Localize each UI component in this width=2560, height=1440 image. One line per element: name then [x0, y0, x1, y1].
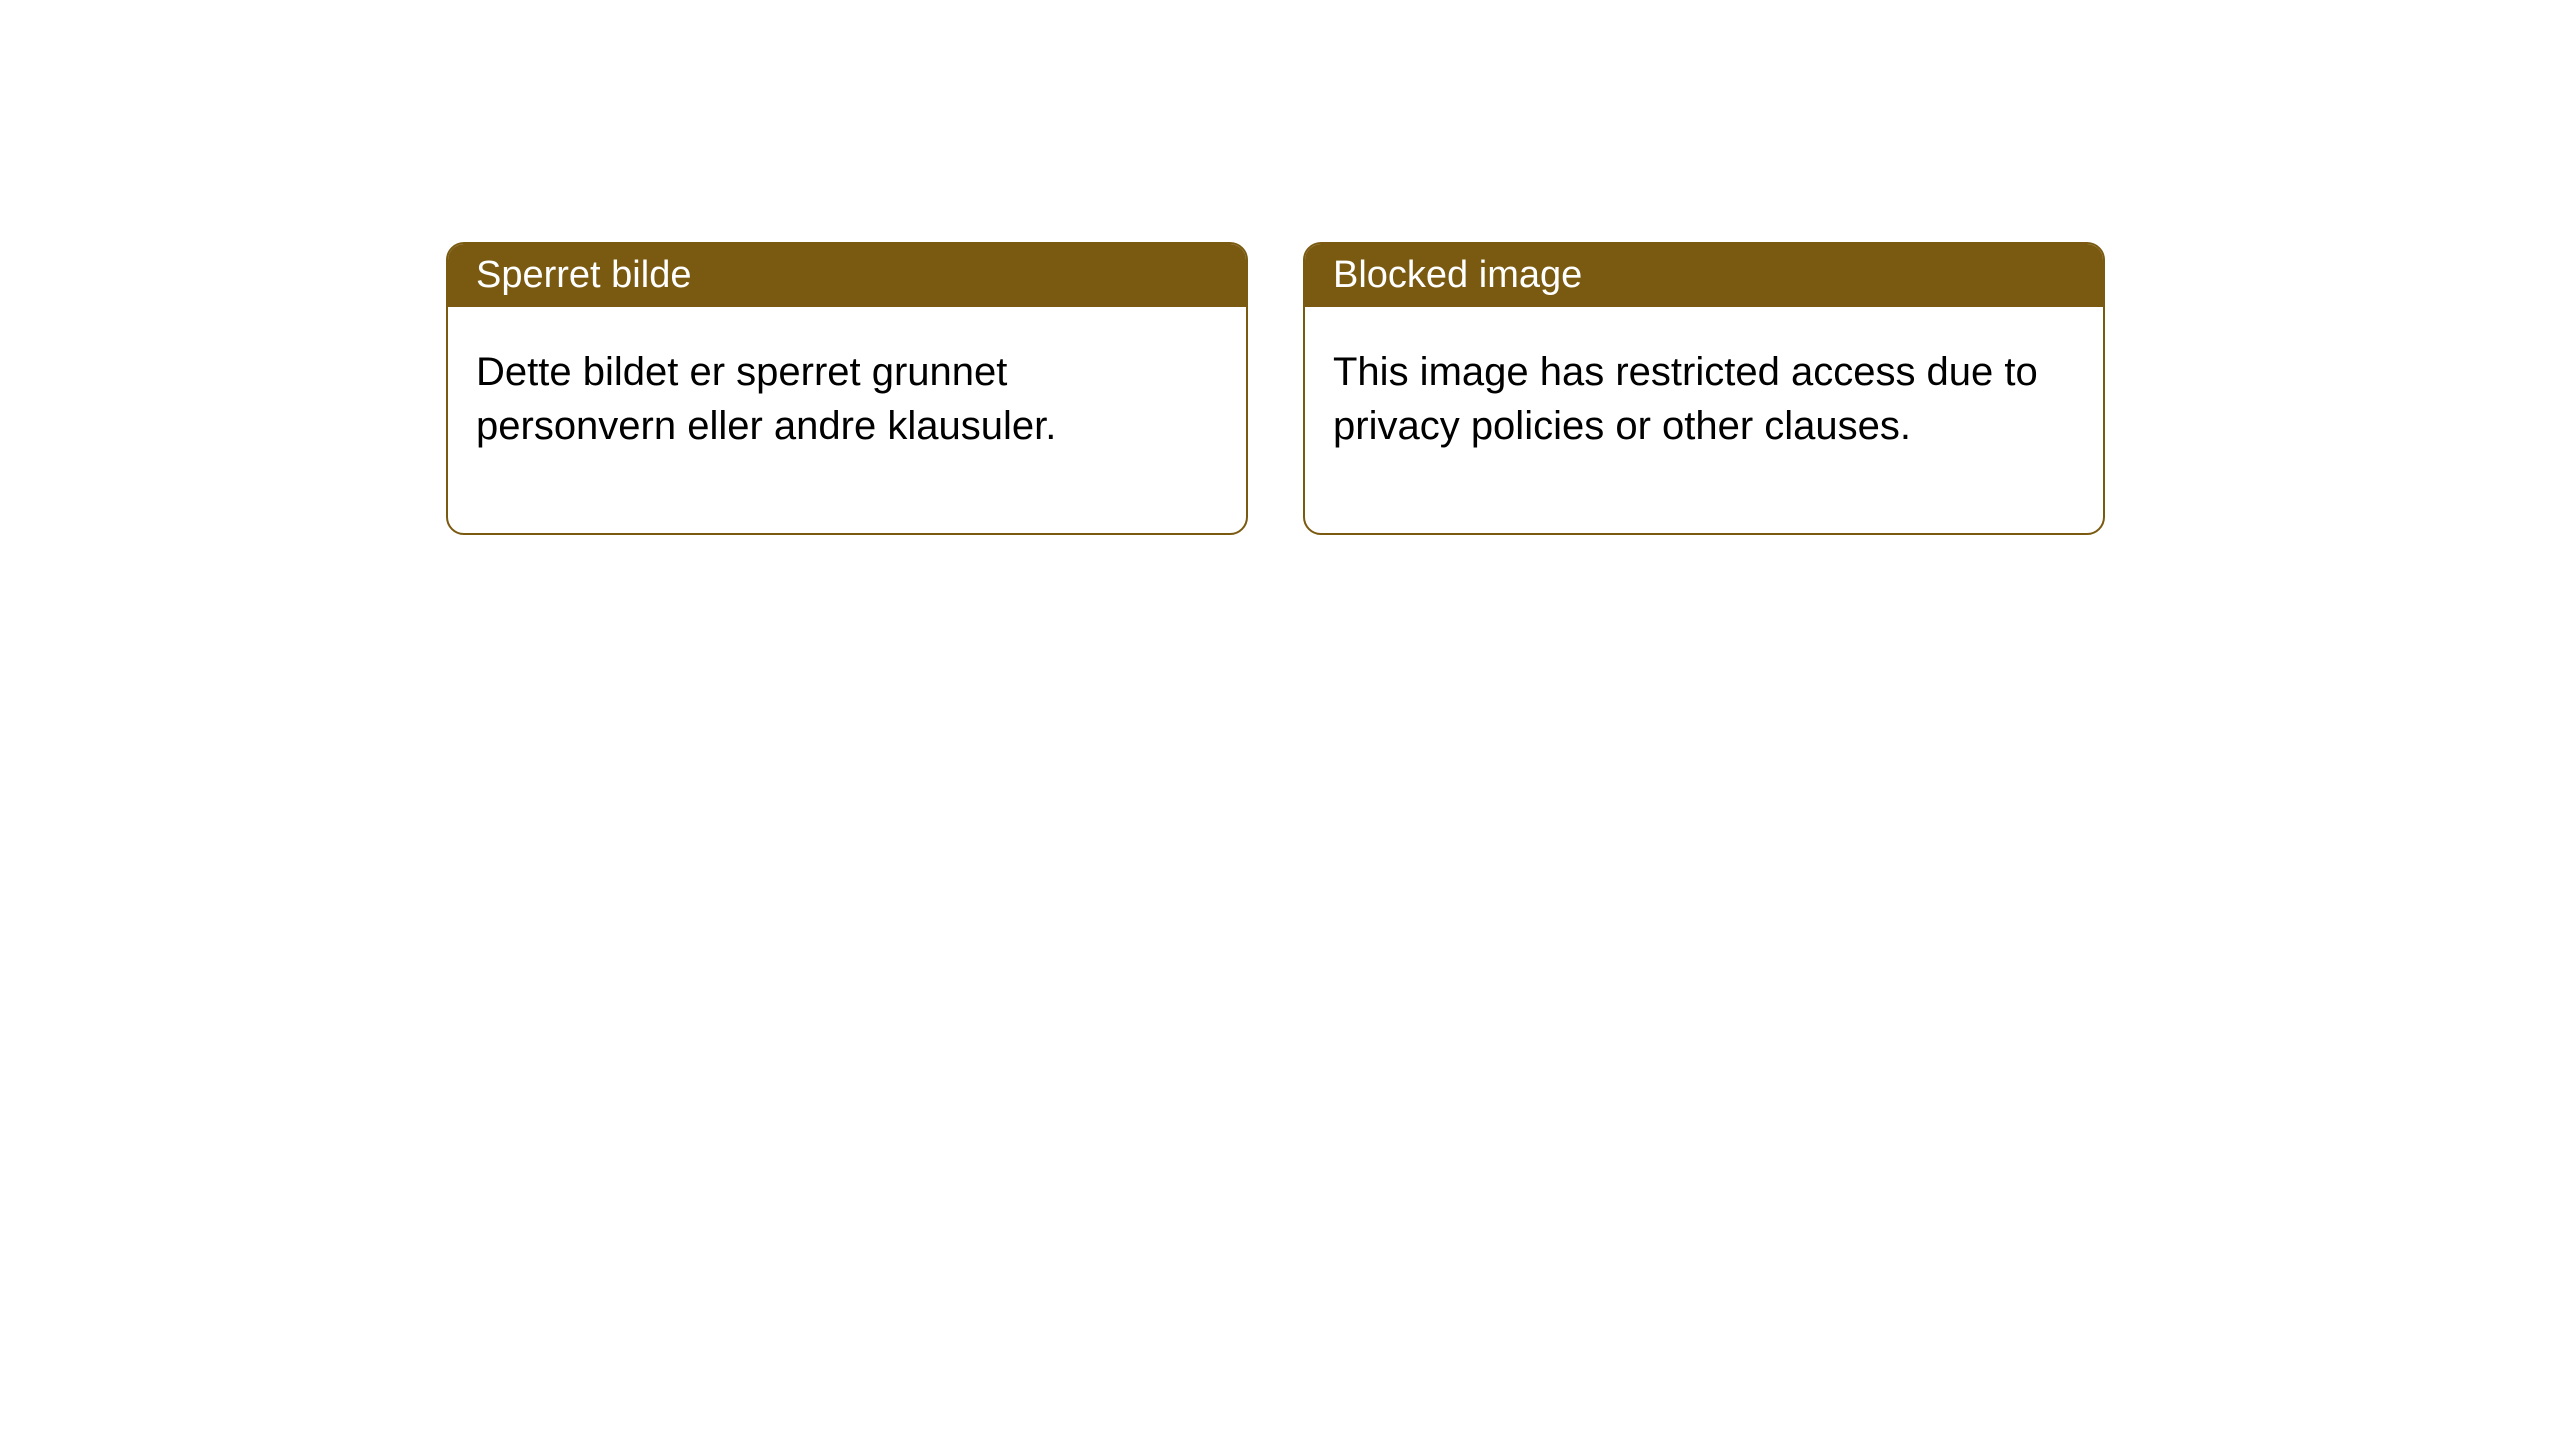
notice-card-body: Dette bildet er sperret grunnet personve…	[448, 307, 1246, 533]
notice-card-norwegian: Sperret bilde Dette bildet er sperret gr…	[446, 242, 1248, 535]
notice-card-body: This image has restricted access due to …	[1305, 307, 2103, 533]
notice-card-english: Blocked image This image has restricted …	[1303, 242, 2105, 535]
notice-card-title: Sperret bilde	[448, 244, 1246, 307]
notice-card-title: Blocked image	[1305, 244, 2103, 307]
notice-cards-container: Sperret bilde Dette bildet er sperret gr…	[446, 242, 2105, 535]
